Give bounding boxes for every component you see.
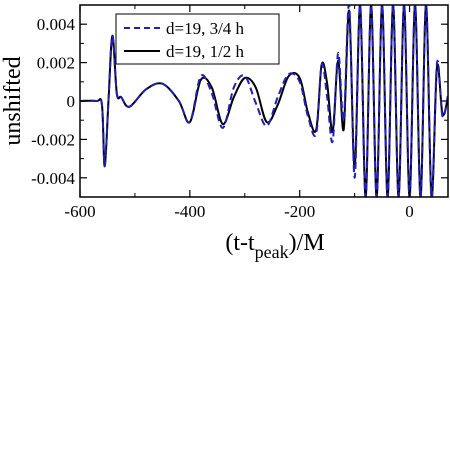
x-tick-label: 0 [405,202,414,221]
x-axis-label-main: (t-t [225,230,255,256]
legend: d=19, 3/4 h d=19, 1/2 h [115,13,280,65]
y-tick-label: -0.002 [31,130,75,149]
y-tick-label: 0.004 [37,15,76,34]
ticks-layer: -600 -400 -200 0 -0.004 -0.002 0 0.002 0.004 [31,4,448,221]
legend-box [115,13,280,65]
y-axis-label: unshifted [0,56,26,145]
x-axis-label: (t-tpeak)/M [225,230,324,262]
x-axis-label-end: )/M [289,230,325,256]
y-tick-label: 0.002 [37,54,75,73]
y-tick-label: -0.004 [31,169,75,188]
x-axis-label-subscript: peak [255,242,289,262]
x-tick-label: -200 [284,202,315,221]
y-tick-label: 0 [67,92,76,111]
x-tick-label: -600 [64,202,95,221]
legend-label-series-2: d=19, 1/2 h [166,42,245,61]
legend-label-series-1: d=19, 3/4 h [166,19,245,38]
x-tick-label: -400 [174,202,205,221]
series-line-1 [80,5,448,197]
